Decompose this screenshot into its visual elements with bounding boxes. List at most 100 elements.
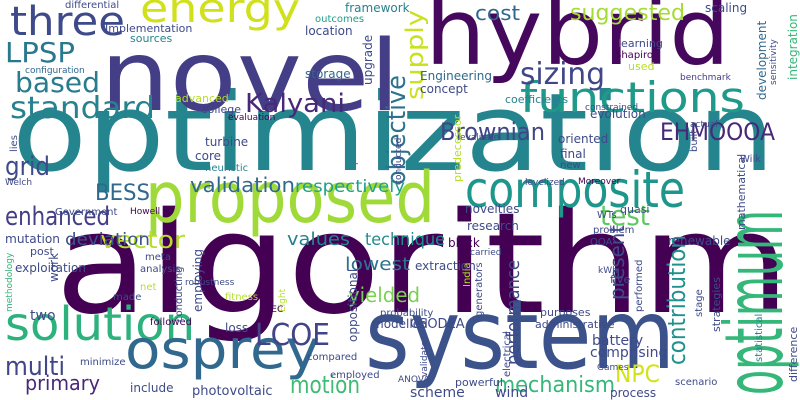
- word: extraction: [415, 259, 476, 273]
- word: supply: [401, 10, 429, 100]
- word: net: [140, 282, 156, 293]
- word: statistical: [754, 314, 765, 362]
- word: scenario: [675, 377, 717, 388]
- word: oppositional: [346, 269, 360, 342]
- word: OOA: [590, 237, 613, 248]
- word: quasi: [620, 203, 649, 216]
- word: learning: [618, 37, 663, 50]
- word: respectively: [295, 177, 405, 197]
- word: ANOVA: [398, 375, 430, 385]
- word: energy: [140, 0, 300, 32]
- word: lies: [9, 135, 20, 152]
- word: sensitivity: [769, 38, 779, 85]
- word: benchmark: [680, 73, 732, 83]
- word: CSODEA: [410, 317, 465, 332]
- word: mutation: [5, 232, 60, 246]
- word: fitness: [225, 292, 258, 303]
- word: advanced: [175, 92, 229, 105]
- word: modelled: [372, 317, 428, 331]
- word: osprey: [125, 318, 320, 381]
- word: Wilk: [740, 154, 761, 165]
- word: values: [287, 229, 350, 250]
- word: stage: [694, 289, 705, 317]
- word: multi: [5, 352, 65, 382]
- word: validation: [190, 173, 295, 197]
- word: integration: [786, 14, 800, 80]
- word: EHMOOOA: [660, 118, 776, 146]
- word: two: [30, 308, 56, 324]
- word: concept: [420, 82, 468, 96]
- word: BESS: [95, 181, 150, 206]
- word: yielded: [348, 283, 420, 307]
- word: strategies: [710, 277, 723, 332]
- word: present: [605, 225, 629, 300]
- word: built: [689, 130, 700, 152]
- word: Welch: [5, 178, 32, 188]
- word: employing: [191, 249, 205, 312]
- word: oriented: [558, 132, 608, 146]
- word: mechanism: [495, 373, 615, 398]
- word: purposes: [540, 306, 591, 319]
- word: actual: [690, 120, 718, 130]
- word: algorithm: [55, 183, 790, 346]
- word: deviation: [65, 230, 150, 250]
- word: compared: [307, 352, 357, 363]
- word: performed: [634, 260, 645, 312]
- word: upgrade: [361, 35, 375, 85]
- word: three: [10, 0, 125, 45]
- word: battery: [592, 333, 643, 349]
- word: scaling: [705, 1, 747, 15]
- word: objective: [382, 75, 412, 185]
- word: primary: [25, 371, 100, 395]
- word: Moreover: [578, 177, 621, 187]
- word: conducting: [174, 266, 185, 322]
- word: renewable: [668, 234, 731, 248]
- word: system: [365, 279, 675, 391]
- word: heuristic: [205, 163, 248, 174]
- word: sizing: [520, 57, 605, 92]
- word: core: [195, 149, 221, 163]
- word: novelties: [465, 202, 519, 216]
- word: enhanced: [5, 202, 110, 232]
- word: process: [610, 386, 656, 400]
- word: technique: [365, 230, 445, 250]
- word: Engineering: [420, 69, 492, 83]
- word: contribution: [663, 235, 691, 365]
- word: administrative: [535, 318, 615, 331]
- word: College: [200, 103, 241, 116]
- word: framework: [345, 1, 410, 15]
- word: NPC: [615, 360, 660, 388]
- word: configuration: [25, 66, 85, 76]
- word: hybrid: [425, 0, 730, 86]
- word: test: [600, 199, 650, 232]
- word: vector: [100, 226, 185, 254]
- word: outcomes: [315, 14, 364, 25]
- word: predecessor: [451, 114, 464, 182]
- word: research: [467, 219, 519, 233]
- word: Implementation: [105, 22, 192, 35]
- word: powerful: [455, 376, 503, 389]
- word: optimum: [708, 210, 800, 395]
- word: scheme: [410, 385, 465, 400]
- word: cost: [475, 1, 520, 25]
- word: validate: [420, 340, 430, 377]
- word: Howell: [130, 207, 160, 217]
- word: LCOE: [255, 318, 330, 353]
- word: followed: [150, 317, 192, 328]
- word: proposed: [145, 157, 435, 239]
- word: difference: [787, 327, 800, 382]
- word: Kalyani: [245, 89, 345, 119]
- word: post: [30, 245, 54, 258]
- word: include: [130, 381, 173, 395]
- word: CEC: [265, 305, 283, 315]
- word: problem: [593, 225, 634, 236]
- word: Eight: [278, 288, 288, 312]
- word: meta: [145, 252, 171, 263]
- word: Games: [597, 363, 629, 373]
- word: methodology: [5, 252, 15, 312]
- word: functions: [520, 73, 745, 122]
- word: loss: [225, 321, 248, 335]
- word: five: [610, 273, 630, 286]
